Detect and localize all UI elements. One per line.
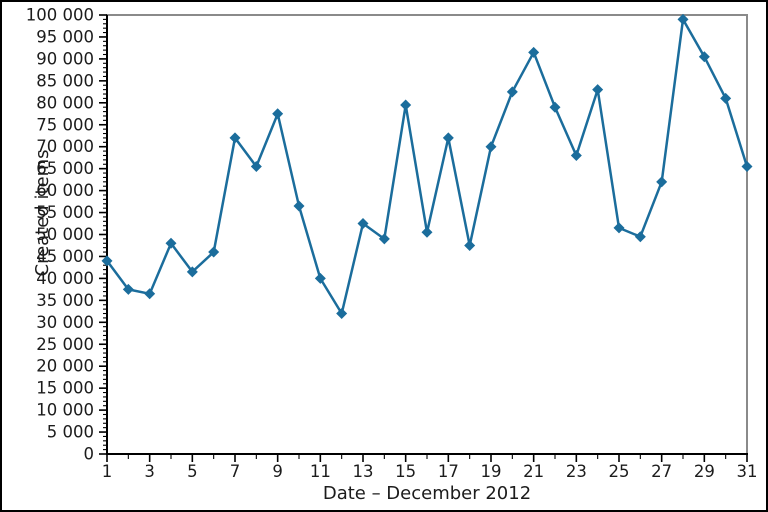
x-tick-label: 13: [353, 462, 374, 481]
y-tick-label: 60 000: [36, 181, 94, 200]
data-point-marker: [122, 283, 134, 295]
data-point-marker: [272, 108, 284, 120]
data-point-marker: [677, 13, 689, 25]
data-point-marker: [485, 141, 497, 153]
y-tick-label: 25 000: [36, 335, 94, 354]
data-point-marker: [101, 255, 113, 267]
data-series: [101, 13, 753, 320]
data-point-marker: [528, 46, 540, 58]
y-tick-label: 35 000: [36, 291, 94, 310]
data-point-marker: [186, 266, 198, 278]
x-tick-label: 31: [737, 462, 758, 481]
x-tick-label: 27: [651, 462, 672, 481]
y-axis-ticks: 0 5 000 10 000 15 000 20 000 25 000 30 000 35 0…: [26, 6, 107, 464]
data-point-marker: [229, 132, 241, 144]
data-point-marker: [144, 288, 156, 300]
data-point-marker: [357, 218, 369, 230]
y-tick-label: 50 000: [36, 225, 94, 244]
y-tick-label: 85 000: [36, 71, 94, 90]
data-point-marker: [613, 222, 625, 234]
data-point-marker: [314, 272, 326, 284]
x-tick-label: 17: [438, 462, 459, 481]
x-tick-label: 7: [230, 462, 241, 481]
data-point-marker: [165, 237, 177, 249]
x-axis-ticks: 1 3 5 7 9 11 13 15 17 19 21 23 25 27 29 31: [102, 454, 758, 481]
data-point-marker: [656, 176, 668, 188]
y-tick-label: 20 000: [36, 357, 94, 376]
y-tick-label: 30 000: [36, 313, 94, 332]
y-tick-label: 100 000: [26, 6, 94, 25]
x-tick-label: 5: [187, 462, 198, 481]
y-tick-label: 90 000: [36, 49, 94, 68]
x-tick-label: 15: [395, 462, 416, 481]
data-point-marker: [464, 239, 476, 251]
data-point-marker: [378, 233, 390, 245]
y-tick-label: 15 000: [36, 379, 94, 398]
y-tick-label: 55 000: [36, 203, 94, 222]
y-tick-label: 95 000: [36, 27, 94, 46]
y-tick-label: 40 000: [36, 269, 94, 288]
y-tick-label: 75 000: [36, 115, 94, 134]
x-tick-label: 29: [694, 462, 715, 481]
x-tick-label: 9: [272, 462, 283, 481]
y-tick-label: 80 000: [36, 93, 94, 112]
x-tick-label: 1: [102, 462, 113, 481]
y-tick-label: 65 000: [36, 159, 94, 178]
x-tick-label: 23: [566, 462, 587, 481]
y-tick-label: 5 000: [47, 423, 94, 442]
series-line: [105, 18, 749, 315]
plot-border: [106, 14, 748, 454]
data-point-marker: [634, 231, 646, 243]
data-point-marker: [592, 84, 604, 96]
data-point-marker: [741, 160, 753, 172]
data-point-marker: [720, 92, 732, 104]
data-point-marker: [336, 308, 348, 320]
y-axis-title: Created items: [32, 149, 53, 276]
x-tick-label: 21: [523, 462, 544, 481]
x-tick-label: 3: [144, 462, 155, 481]
y-tick-label: 70 000: [36, 137, 94, 156]
data-point-marker: [506, 86, 518, 98]
data-point-marker: [442, 132, 454, 144]
data-point-marker: [293, 200, 305, 212]
data-point-marker: [698, 51, 710, 63]
data-point-marker: [250, 160, 262, 172]
y-tick-label: 45 000: [36, 247, 94, 266]
x-tick-label: 19: [481, 462, 502, 481]
data-point-marker: [208, 246, 220, 258]
data-point-marker: [549, 101, 561, 113]
data-point-marker: [400, 99, 412, 111]
y-tick-label: 0: [84, 445, 95, 464]
data-point-marker: [570, 149, 582, 161]
y-tick-label: 10 000: [36, 401, 94, 420]
x-tick-label: 11: [310, 462, 331, 481]
x-tick-label: 25: [609, 462, 630, 481]
data-point-marker: [421, 226, 433, 238]
x-axis-title: Date – December 2012: [323, 483, 531, 504]
